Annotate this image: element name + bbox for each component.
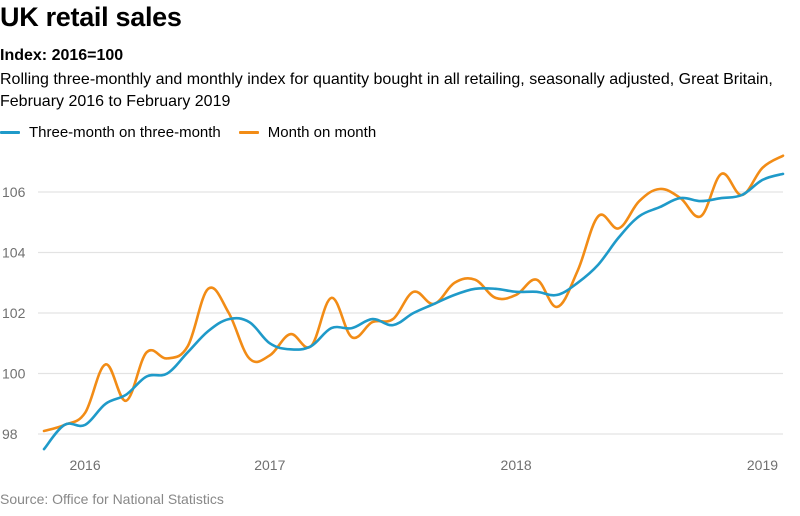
legend: Three-month on three-month Month on mont… [0, 124, 394, 141]
legend-swatch-three-month [0, 131, 20, 134]
y-tick-label: 100 [2, 366, 26, 382]
x-tick-label: 2019 [747, 457, 778, 473]
x-tick-label: 2018 [501, 457, 532, 473]
chart-description: Rolling three-monthly and monthly index … [0, 71, 773, 110]
source-note: Source: Office for National Statistics [0, 491, 224, 507]
series-line-month-on-month [42, 154, 785, 433]
chart-title: UK retail sales [0, 2, 182, 32]
y-tick-label: 106 [2, 184, 26, 200]
y-tick-label: 98 [2, 426, 18, 442]
gridlines [38, 191, 783, 435]
x-tick-label: 2017 [254, 457, 285, 473]
legend-swatch-month [238, 131, 259, 134]
series-line-three-month [42, 172, 785, 451]
x-tick-label: 2016 [69, 457, 100, 473]
chart-subtitle-index: Index: 2016=100 [0, 47, 124, 64]
legend-label-month: Month on month [267, 124, 377, 141]
legend-item-three-month: Three-month on three-month [0, 124, 221, 141]
series-lines [42, 154, 785, 451]
legend-label-three-month: Three-month on three-month [29, 124, 221, 141]
y-axis-ticks: 98 100 102 104 106 [2, 184, 26, 442]
y-tick-label: 104 [2, 245, 26, 261]
legend-item-month: Month on month [238, 124, 377, 141]
y-tick-label: 102 [2, 305, 26, 321]
x-axis-ticks: 2016 2017 2018 2019 [69, 457, 778, 473]
